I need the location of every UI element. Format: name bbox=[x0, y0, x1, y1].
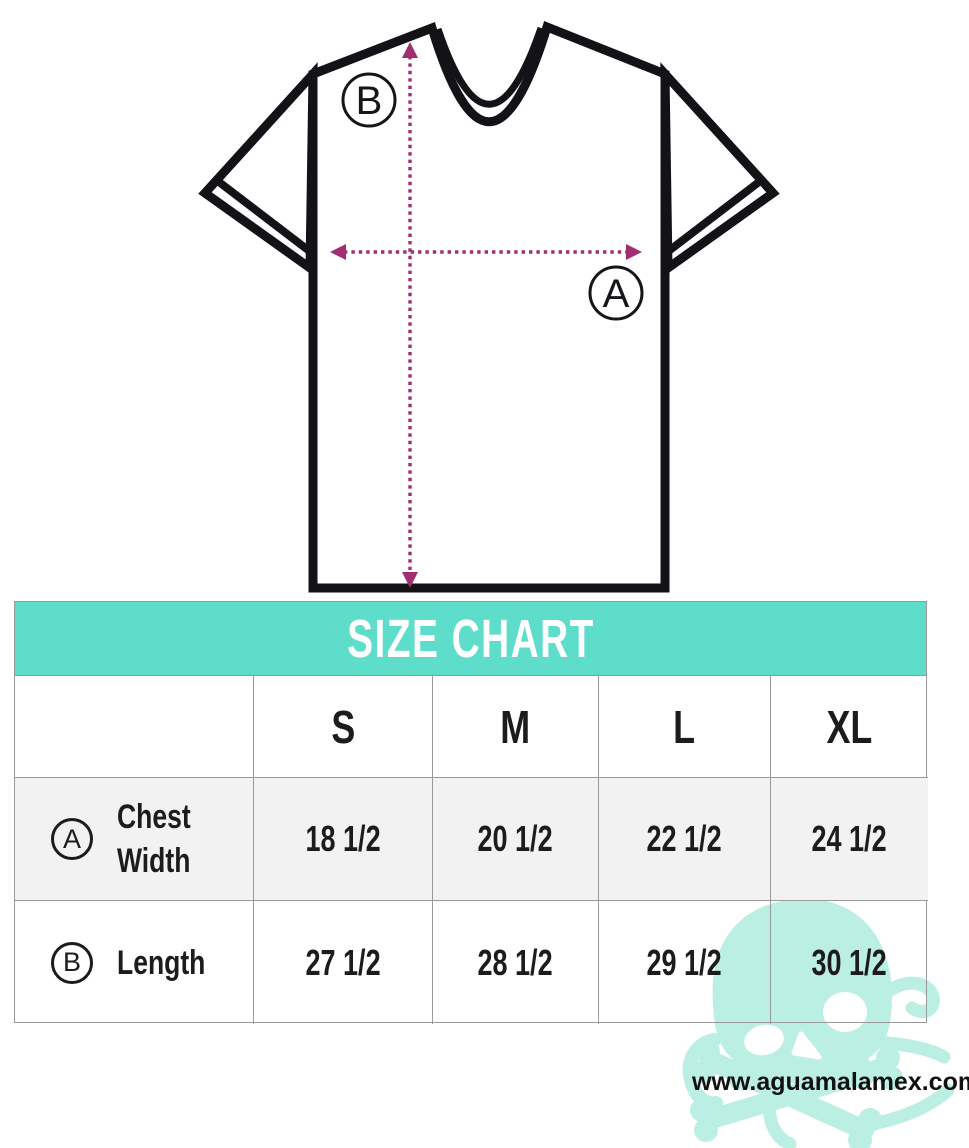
cell-length-l: 29 1/2 bbox=[599, 901, 771, 1024]
tshirt-body-outline bbox=[308, 21, 670, 593]
skull-tentacle-bottom-right bbox=[849, 1083, 955, 1133]
chest-width-row: A Chest Width 18 1/2 20 1/2 22 1/2 24 1/… bbox=[15, 778, 928, 901]
tshirt-right-cuff-seam bbox=[663, 178, 762, 257]
label-a-badge: A bbox=[588, 265, 644, 321]
cell-length-s: 27 1/2 bbox=[254, 901, 433, 1024]
size-chart-title: SIZE CHART bbox=[346, 608, 595, 669]
size-chart-table: SIZE CHART S M L XL A Chest Width 18 1/2… bbox=[14, 601, 928, 1024]
skull-tentacle-right-low bbox=[869, 1035, 951, 1064]
chest-width-measure-arrow bbox=[330, 244, 642, 260]
tshirt-diagram: B A bbox=[198, 21, 780, 593]
skull-nose bbox=[791, 1031, 822, 1060]
length-label-cell: B Length bbox=[15, 901, 254, 1024]
corner-cell bbox=[15, 676, 254, 778]
tshirt-left-cuff-seam bbox=[216, 178, 315, 257]
length-row: B Length 27 1/2 28 1/2 29 1/2 30 1/2 bbox=[15, 901, 926, 1024]
cell-length-xl: 30 1/2 bbox=[811, 941, 888, 983]
skull-tentacle-left bbox=[682, 1033, 723, 1111]
size-col-l: L bbox=[599, 676, 771, 778]
size-col-xl: XL bbox=[771, 676, 928, 778]
cell-chest-m: 20 1/2 bbox=[433, 778, 599, 901]
cell-length-m: 28 1/2 bbox=[433, 901, 599, 1024]
arrow-right-head bbox=[626, 244, 642, 260]
skull-tentacle-bottom bbox=[762, 1089, 797, 1148]
row-marker-a: A bbox=[51, 818, 93, 860]
skull-tentacle-right-hook bbox=[877, 976, 940, 1018]
skull-tentacles bbox=[682, 976, 955, 1148]
size-col-m: M bbox=[433, 676, 599, 778]
website-url: www.aguamalamex.com bbox=[692, 1068, 969, 1096]
size-chart-title-bar: SIZE CHART bbox=[15, 602, 926, 676]
cell-chest-l: 22 1/2 bbox=[599, 778, 771, 901]
arrow-left-head bbox=[330, 244, 346, 260]
row-marker-b: B bbox=[51, 941, 93, 984]
label-a-letter: A bbox=[603, 272, 630, 316]
cell-chest-xl: 24 1/2 bbox=[771, 778, 928, 901]
label-b-badge: B bbox=[341, 72, 397, 128]
skull-crossbone-2 bbox=[704, 1052, 874, 1140]
cell-chest-s: 18 1/2 bbox=[254, 778, 433, 901]
tshirt-collar-inner bbox=[434, 26, 545, 108]
length-measure-arrow bbox=[402, 42, 418, 588]
size-col-s: S bbox=[254, 676, 433, 778]
arrow-down-head bbox=[402, 572, 418, 588]
chest-width-label-cell: A Chest Width bbox=[15, 778, 254, 901]
label-b-letter: B bbox=[356, 79, 383, 123]
arrow-up-head bbox=[402, 42, 418, 58]
size-header-row: S M L XL bbox=[15, 676, 928, 778]
length-label: Length bbox=[117, 943, 206, 982]
skull-eye-left bbox=[744, 1024, 784, 1056]
chest-width-label: Chest Width bbox=[117, 798, 191, 880]
